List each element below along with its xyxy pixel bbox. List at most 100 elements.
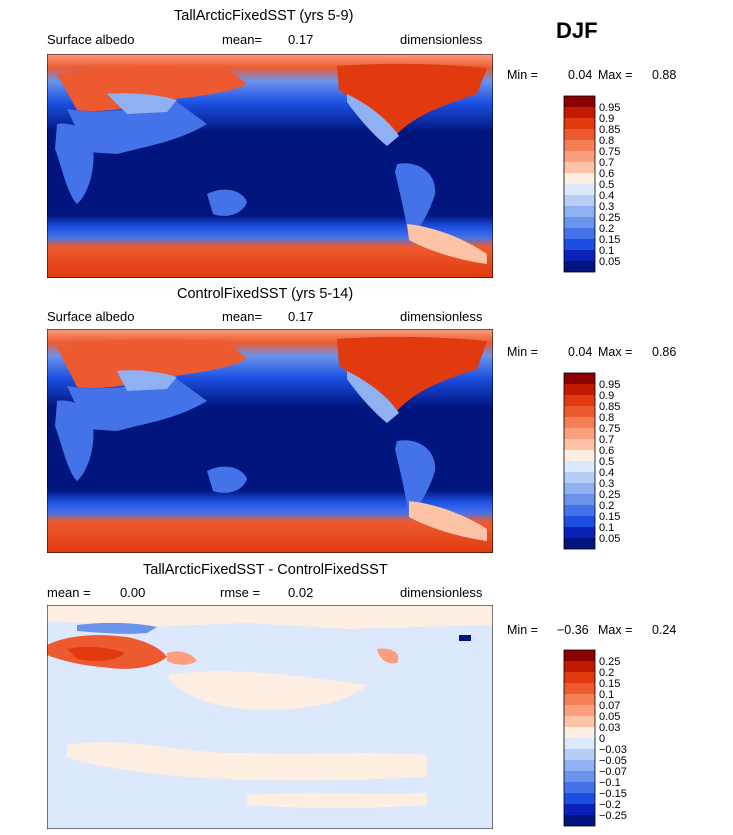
colorbar-swatch: [564, 107, 595, 118]
colorbar-level-label: 0.3: [599, 478, 614, 490]
panel2-africa: [55, 400, 94, 481]
panel3-arctic-positive: [47, 605, 493, 629]
colorbar-swatch: [564, 461, 595, 472]
colorbar-level-label: 0.15: [599, 511, 620, 523]
panel1-south-america: [395, 163, 436, 238]
colorbar-swatch: [564, 406, 595, 417]
panel3-arctic-negative: [77, 622, 157, 634]
colorbar-level-label: 0.03: [599, 722, 620, 734]
panel2-units: dimensionless: [400, 309, 483, 324]
colorbar-level-label: 0.75: [599, 423, 620, 435]
colorbar-level-label: 0.15: [599, 678, 620, 690]
panel2-max-label: Max =: [598, 345, 633, 359]
panel1-max-label: Max =: [598, 68, 633, 82]
colorbar-level-label: 0.1: [599, 689, 614, 701]
panel3-siberia-anomaly: [167, 651, 197, 665]
colorbar-swatch: [564, 472, 595, 483]
colorbar-swatch: [564, 96, 595, 107]
colorbar-swatch: [564, 228, 595, 239]
colorbar-level-label: 0.2: [599, 223, 614, 235]
colorbar-level-label: −0.07: [599, 766, 627, 778]
colorbar-swatch: [564, 516, 595, 527]
colorbar-swatch: [564, 738, 595, 749]
colorbar-swatch: [564, 749, 595, 760]
colorbar-level-label: 0.9: [599, 113, 614, 125]
colorbar-level-label: 0.25: [599, 489, 620, 501]
colorbar-swatch: [564, 206, 595, 217]
panel2-asia-plateau: [117, 370, 177, 391]
panel1-antarctic-peninsula: [407, 224, 487, 264]
colorbar-level-label: 0.05: [599, 256, 620, 268]
colorbar-level-label: 0.8: [599, 412, 614, 424]
colorbar-frame: [563, 649, 596, 827]
colorbar-level-label: 0.25: [599, 656, 620, 668]
panel2-antarctic-peninsula: [409, 501, 487, 541]
colorbar-level-label: −0.1: [599, 777, 621, 789]
colorbar-swatch: [564, 140, 595, 151]
colorbar-level-label: 0.95: [599, 102, 620, 114]
colorbar-swatch: [564, 672, 595, 683]
colorbar-swatch: [564, 727, 595, 738]
panel3-colorbar: 0.250.20.150.10.070.050.030−0.03−0.05−0.…: [563, 649, 627, 827]
panel2-min-value: 0.04: [568, 345, 593, 359]
panel2-mean-label: mean=: [222, 309, 263, 324]
colorbar-swatch: [564, 771, 595, 782]
panel3-eurasia-core: [67, 646, 125, 661]
panel2-mean-value: 0.17: [288, 309, 314, 324]
colorbar-level-label: 0.1: [599, 245, 614, 257]
panel3-units: dimensionless: [400, 585, 483, 600]
colorbar-level-label: 0.05: [599, 711, 620, 723]
colorbar-level-label: −0.25: [599, 810, 627, 822]
panel3-pacific-positive: [167, 671, 367, 710]
colorbar-swatch: [564, 716, 595, 727]
panel3-south-band: [247, 793, 427, 808]
panel3-max-value: 0.24: [652, 623, 677, 637]
colorbar-level-label: 0.95: [599, 379, 620, 391]
panel2-asia-land: [67, 379, 207, 431]
colorbar-level-label: 0.07: [599, 700, 620, 712]
panel1-north-america-land: [347, 94, 399, 146]
panel1-asia-land: [67, 102, 207, 154]
colorbar-level-label: 0: [599, 733, 605, 745]
colorbar-level-label: 0.85: [599, 401, 620, 413]
panel3-min-label: Min =: [507, 623, 538, 637]
colorbar-swatch: [564, 538, 595, 549]
colorbar-swatch: [564, 439, 595, 450]
colorbar-swatch: [564, 184, 595, 195]
colorbar-level-label: −0.05: [599, 755, 627, 767]
colorbar-level-label: 0.85: [599, 124, 620, 136]
colorbar-level-label: 0.05: [599, 533, 620, 545]
colorbar-frame: [563, 95, 596, 273]
panel1-min-value: 0.04: [568, 68, 593, 82]
colorbar-level-label: −0.03: [599, 744, 627, 756]
panel3-min-value: −0.36: [557, 623, 589, 637]
panel1-eurasia-snow: [57, 66, 247, 112]
colorbar-swatch: [564, 694, 595, 705]
colorbar-swatch: [564, 494, 595, 505]
colorbar-swatch: [564, 760, 595, 771]
panel1-africa: [55, 123, 94, 204]
colorbar-swatch: [564, 483, 595, 494]
colorbar-swatch: [564, 804, 595, 815]
panel2-colorbar: 0.950.90.850.80.750.70.60.50.40.30.250.2…: [563, 372, 620, 550]
colorbar-level-label: 0.8: [599, 135, 614, 147]
panel2-variable: Surface albedo: [47, 309, 135, 324]
colorbar-level-label: −0.2: [599, 799, 621, 811]
panel2-title: ControlFixedSST (yrs 5-14): [177, 286, 354, 302]
panel1-australia: [207, 189, 247, 216]
colorbar-swatch: [564, 173, 595, 184]
panel2-australia: [207, 466, 247, 493]
colorbar-swatch: [564, 395, 595, 406]
colorbar-swatch: [564, 782, 595, 793]
panel3-mean-label: mean =: [47, 585, 91, 600]
panel3-canada-anomaly: [377, 648, 399, 664]
colorbar-swatch: [564, 815, 595, 826]
panel1-mean-label: mean=: [222, 32, 263, 47]
panel1-title: TallArcticFixedSST (yrs 5-9): [174, 8, 354, 24]
season-label: DJF: [556, 18, 598, 43]
panel1-units: dimensionless: [400, 32, 483, 47]
colorbar-level-label: 0.4: [599, 467, 614, 479]
colorbar-swatch: [564, 650, 595, 661]
colorbar-level-label: 0.7: [599, 157, 614, 169]
colorbar-level-label: 0.2: [599, 667, 614, 679]
